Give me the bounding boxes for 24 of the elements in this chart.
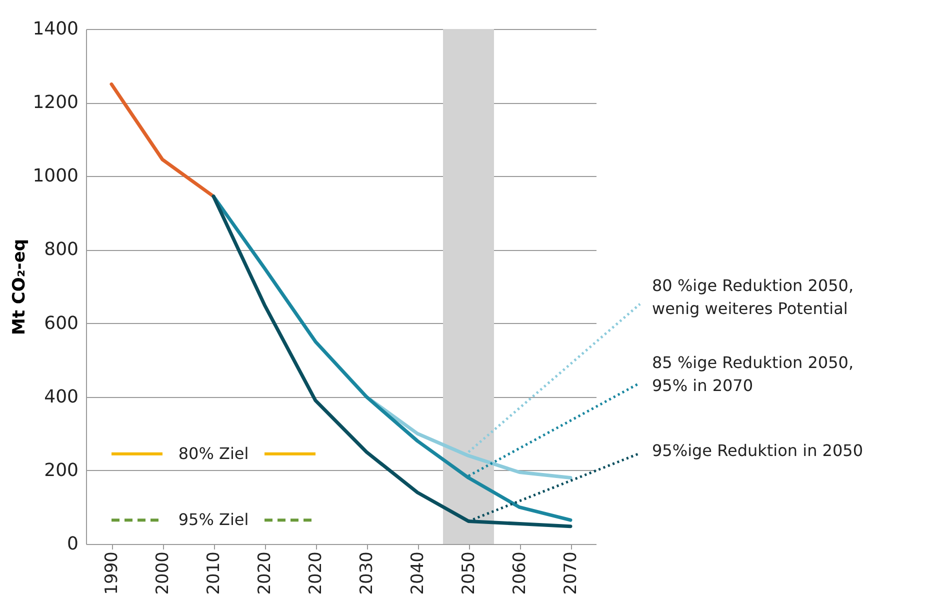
x-tick-label: 2030 (357, 552, 377, 595)
x-tick-label: 2020 (306, 552, 326, 595)
x-tick-label: 2070 (561, 552, 581, 595)
x-tick-label: 2020 (255, 552, 275, 595)
y-tick-label: 1200 (32, 92, 78, 114)
y-tick-label: 600 (44, 312, 78, 334)
annotation: 95%ige Reduktion in 2050 (652, 441, 864, 460)
y-tick-label: 1000 (32, 166, 78, 187)
ref-line-label: 95% Ziel (178, 510, 249, 530)
y-tick-label: 200 (44, 460, 78, 481)
y-axis-title: Mt CO₂-eq (10, 238, 30, 336)
y-tick-label: 1400 (32, 18, 78, 40)
y-tick-label: 0 (67, 534, 78, 554)
x-tick-label: 2050 (459, 552, 479, 595)
x-tick-label: 2060 (510, 552, 530, 595)
y-tick-label: 400 (44, 386, 78, 408)
x-tick-label: 2040 (408, 552, 428, 595)
y-tick-label: 800 (44, 239, 78, 260)
annotation: 85 %ige Reduktion 2050, 95% in 2070 (652, 353, 854, 395)
x-tick-label: 2000 (153, 552, 173, 595)
x-tick-label: 1990 (102, 552, 122, 595)
x-tick-label: 2010 (204, 552, 224, 595)
ref-line-label: 80% Ziel (178, 444, 249, 463)
annotation: 80 %ige Reduktion 2050, wenig weiteres Potential (652, 276, 854, 318)
